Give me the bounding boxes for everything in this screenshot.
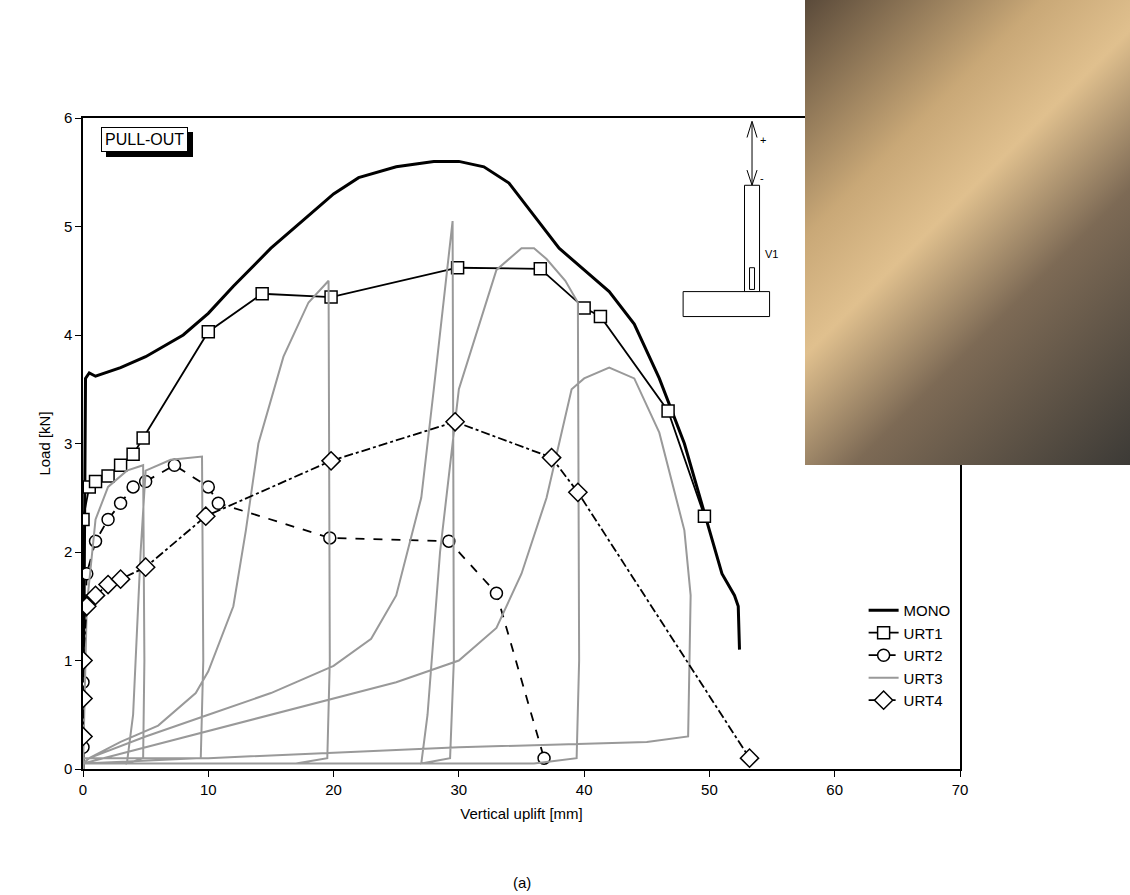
svg-text:50: 50 (701, 781, 718, 798)
svg-text:0: 0 (79, 781, 87, 798)
svg-text:6: 6 (64, 109, 72, 126)
svg-text:Vertical uplift [mm]: Vertical uplift [mm] (460, 805, 583, 822)
svg-text:0: 0 (64, 760, 72, 777)
svg-text:3: 3 (64, 435, 72, 452)
svg-text:-: - (760, 172, 764, 184)
svg-text:10: 10 (200, 781, 217, 798)
svg-text:30: 30 (451, 781, 468, 798)
svg-text:URT3: URT3 (904, 670, 943, 687)
svg-text:PULL-OUT: PULL-OUT (105, 131, 184, 148)
svg-text:URT2: URT2 (904, 647, 943, 664)
svg-text:40: 40 (576, 781, 593, 798)
svg-text:5: 5 (64, 218, 72, 235)
svg-text:4: 4 (64, 326, 72, 343)
svg-text:70: 70 (952, 781, 969, 798)
svg-text:2: 2 (64, 543, 72, 560)
svg-text:+: + (760, 134, 766, 146)
svg-text:Load [kN]: Load [kN] (36, 411, 53, 475)
svg-text:60: 60 (826, 781, 843, 798)
svg-text:V1: V1 (765, 248, 778, 260)
svg-text:PULL-OUT: PULL-OUT (110, 136, 189, 153)
svg-text:URT4: URT4 (904, 692, 943, 709)
svg-text:MONO: MONO (904, 602, 951, 619)
svg-text:20: 20 (325, 781, 342, 798)
svg-text:URT1: URT1 (904, 625, 943, 642)
svg-text:1: 1 (64, 652, 72, 669)
svg-text:(a): (a) (513, 874, 531, 891)
